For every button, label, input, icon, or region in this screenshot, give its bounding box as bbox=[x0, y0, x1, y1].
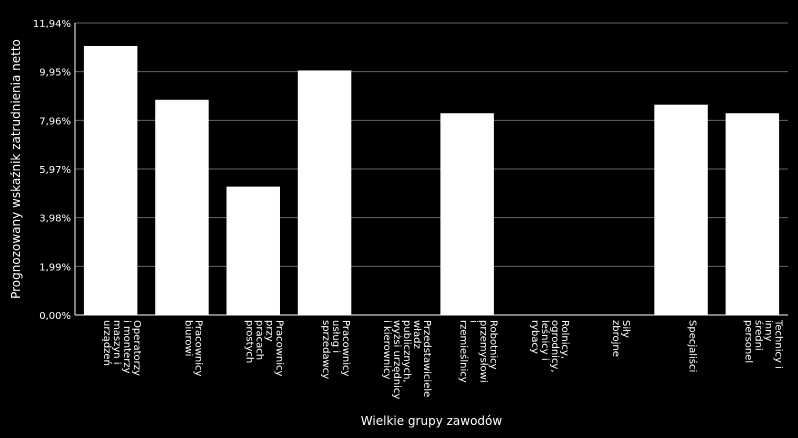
category-label-line: średni bbox=[753, 320, 765, 351]
category-label-line: Pracownicy bbox=[274, 320, 285, 377]
category-label-line: biurowi bbox=[182, 320, 193, 356]
category-label-line: Technicy i bbox=[773, 319, 784, 369]
category-label-line: wyżsi urzędnicy bbox=[391, 320, 402, 399]
category-label-line: pracach bbox=[254, 320, 265, 360]
category-label-line: maszyn i bbox=[111, 320, 122, 365]
category-label-line: Specjaliści bbox=[686, 320, 698, 372]
category-label-line: rybacy bbox=[529, 320, 540, 354]
y-tick-label: 0,00% bbox=[39, 311, 71, 322]
category-label-line: i monterzy bbox=[121, 320, 132, 374]
bar bbox=[654, 104, 708, 316]
y-tick-labels: 0,00% 1,99% 3,98% 5,97% 7,96% 9,95% 11,94% bbox=[33, 19, 71, 322]
category-label-line: usług i bbox=[330, 320, 341, 353]
category-label-line: Operatorzy bbox=[131, 320, 142, 376]
category-label-line: przy bbox=[264, 320, 275, 342]
bar bbox=[297, 70, 352, 316]
category-label-line: Rolnicy, bbox=[559, 320, 570, 359]
category-label-line: Pracownicy bbox=[340, 320, 351, 377]
bars bbox=[83, 45, 780, 316]
y-tick-label: 7,96% bbox=[39, 116, 71, 127]
category-label-line: publicznych, bbox=[401, 320, 412, 383]
category-label-line: ogrodnicy, bbox=[549, 320, 560, 373]
bar bbox=[83, 45, 138, 315]
y-tick-label: 11,94% bbox=[33, 19, 71, 30]
category-label-line: sprzedawcy bbox=[320, 320, 331, 379]
bar bbox=[725, 113, 780, 315]
bar bbox=[440, 113, 494, 315]
category-label-line: rzemieślnicy bbox=[457, 320, 469, 383]
y-tick-label: 9,95% bbox=[39, 68, 71, 79]
bar bbox=[155, 99, 209, 315]
category-label-line: zbrojne bbox=[610, 320, 621, 357]
category-label-line: przemysłowi bbox=[477, 320, 488, 383]
category-label-line: Siły bbox=[620, 320, 631, 338]
category-label-line: i bbox=[467, 320, 478, 323]
category-label-line: władz bbox=[411, 320, 422, 349]
category-label-line: inny bbox=[763, 320, 774, 341]
category-label-line: Pracownicy bbox=[192, 320, 203, 377]
y-axis-title: Prognozowany wskaźnik zatrudnienia netto bbox=[9, 39, 23, 299]
category-label-line: i kierownicy bbox=[381, 320, 392, 379]
bar bbox=[226, 186, 280, 315]
category-label: Specjaliści bbox=[686, 320, 698, 372]
category-label-line: leśnicy i bbox=[539, 320, 551, 361]
y-tick-label: 3,98% bbox=[39, 214, 71, 225]
y-tick-label: 5,97% bbox=[39, 165, 71, 176]
category-label-line: personel bbox=[743, 320, 754, 363]
category-label-line: prostych bbox=[244, 320, 255, 363]
category-label-line: urządzeń bbox=[101, 320, 113, 366]
y-tick-label: 1,99% bbox=[39, 262, 71, 273]
x-axis-title: Wielkie grupy zawodów bbox=[361, 414, 503, 428]
category-label-line: Przedstawiciele bbox=[421, 320, 432, 397]
category-label-line: Robotnicy bbox=[487, 320, 498, 370]
